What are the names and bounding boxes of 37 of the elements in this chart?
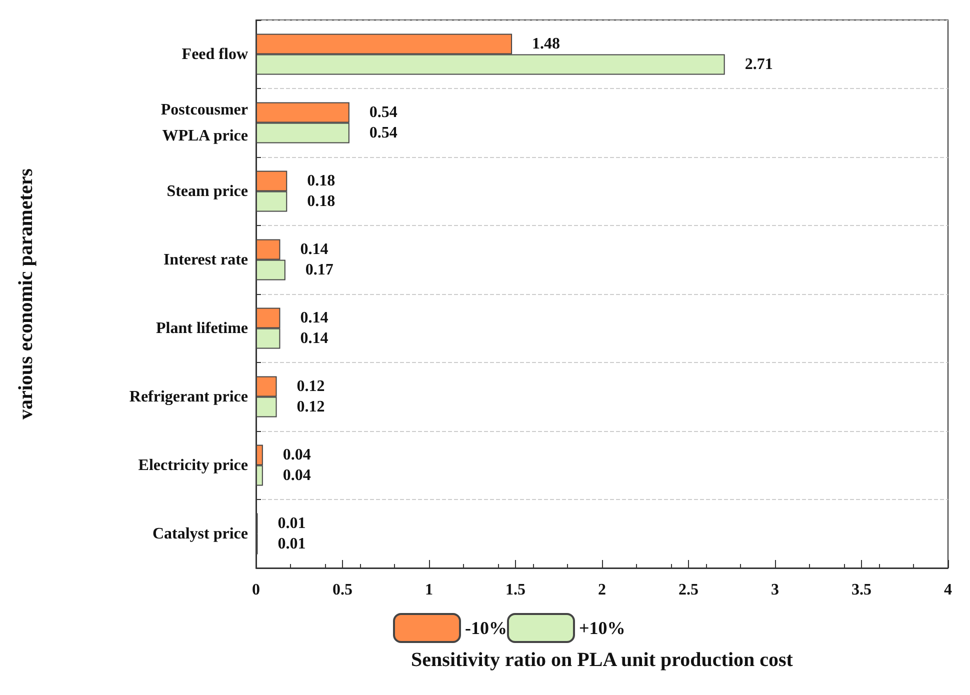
x-tick-label: 2 [598, 582, 606, 598]
data-label: 2.71 [744, 56, 773, 74]
x-tick-label: 4 [944, 582, 952, 598]
x-tick-label: 0.5 [332, 582, 352, 598]
legend-label: +10% [578, 618, 626, 638]
data-label: 1.48 [532, 35, 560, 52]
data-label: 0.01 [278, 514, 306, 532]
data-label: 0.01 [278, 536, 306, 553]
y-tick-label: Feed flow [182, 46, 248, 63]
y-tick-label: Refrigerant price [129, 388, 248, 406]
data-label: 0.14 [300, 240, 328, 258]
y-tick-label: Interest rate [163, 251, 248, 268]
y-tick-label: Plant lifetime [156, 320, 248, 337]
y-tick-label: Postcousmer WPLA price [160, 101, 248, 144]
data-label: 0.04 [282, 467, 311, 484]
data-label: 0.54 [369, 124, 398, 142]
data-label: 0.17 [305, 262, 334, 279]
x-tick-label: 2.5 [678, 582, 698, 598]
y-tick-label: Electricity price [138, 456, 248, 474]
data-label: 0.12 [296, 398, 325, 416]
y-tick-label: Steam price [166, 182, 248, 200]
x-tick-label: 1 [425, 582, 433, 598]
data-label: 0.18 [307, 193, 336, 210]
y-tick-label: Catalyst price [152, 525, 248, 542]
data-label: 0.14 [300, 330, 328, 348]
legend-label: -10% [465, 618, 507, 638]
data-label: 0.54 [369, 104, 398, 121]
x-tick-label: 3 [771, 582, 779, 598]
x-tick-label: 0 [252, 582, 260, 598]
data-label: 0.14 [300, 309, 328, 326]
x-tick-label: 3.5 [852, 582, 872, 598]
y-axis-title: various economic parameters [15, 168, 37, 420]
data-label: 0.18 [307, 172, 336, 190]
data-label: 0.04 [282, 446, 311, 464]
x-tick-label: 1.5 [506, 582, 526, 598]
x-axis-title: Sensitivity ratio on PLA unit production cost [411, 649, 794, 671]
data-label: 0.12 [296, 378, 325, 395]
